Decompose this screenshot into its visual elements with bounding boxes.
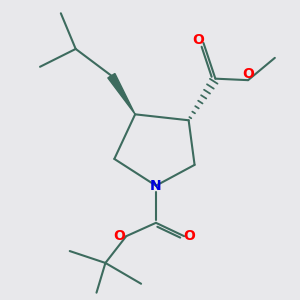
Text: N: N bbox=[150, 179, 162, 193]
Polygon shape bbox=[108, 74, 135, 114]
Text: O: O bbox=[184, 229, 196, 243]
Text: O: O bbox=[242, 67, 254, 81]
Text: O: O bbox=[114, 229, 126, 243]
Text: O: O bbox=[192, 33, 204, 47]
